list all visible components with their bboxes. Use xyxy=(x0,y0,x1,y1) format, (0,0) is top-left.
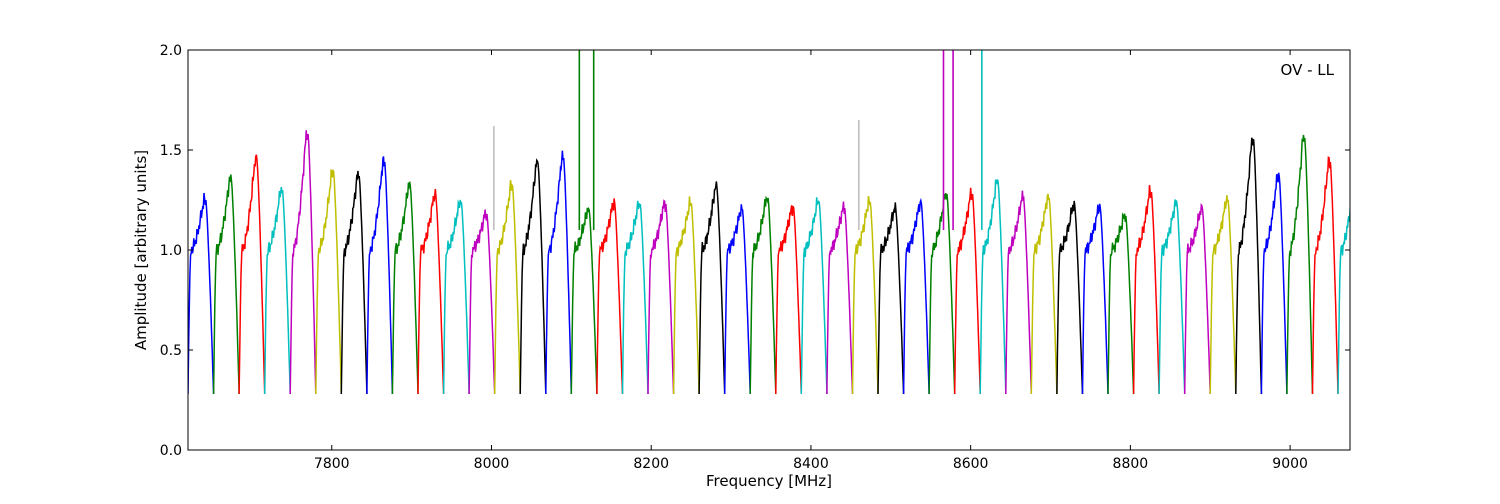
series-line xyxy=(826,201,854,395)
series-line xyxy=(442,199,470,395)
x-tick-label: 8400 xyxy=(793,456,829,472)
series-line xyxy=(596,198,624,395)
series-line xyxy=(519,158,547,395)
series-line xyxy=(545,150,573,395)
series-line xyxy=(1107,212,1135,395)
chart-annotation: OV - LL xyxy=(1281,61,1335,79)
series-line xyxy=(953,187,981,395)
x-axis-ticks: 7800 8000 8200 8400 8600 8800 9000 xyxy=(314,50,1308,472)
series-line xyxy=(212,174,240,395)
series-line xyxy=(647,199,675,395)
x-tick-label: 7800 xyxy=(314,456,350,472)
series-line xyxy=(1005,190,1033,395)
series-line xyxy=(188,192,215,395)
series-line xyxy=(315,168,343,395)
series-line xyxy=(289,130,317,395)
series-line xyxy=(621,200,649,395)
y-tick-label: 2.0 xyxy=(160,43,182,59)
series-line xyxy=(979,179,1007,395)
series-line xyxy=(570,206,598,395)
x-axis-label: Frequency [MHz] xyxy=(706,472,832,490)
series-line xyxy=(1209,195,1237,395)
series-line xyxy=(1132,184,1160,395)
series-line xyxy=(1311,156,1339,395)
series-line xyxy=(1183,203,1211,395)
series-line xyxy=(1260,172,1288,395)
y-axis-label: Amplitude [arbitrary units] xyxy=(132,150,150,350)
series-line xyxy=(238,154,266,395)
series-line xyxy=(672,196,700,395)
series-line xyxy=(391,181,419,395)
series-line xyxy=(698,181,726,395)
series-line xyxy=(366,156,394,395)
y-tick-label: 1.0 xyxy=(160,243,182,259)
y-axis-ticks: 0.0 0.5 1.0 1.5 2.0 xyxy=(160,43,1350,459)
x-tick-label: 8000 xyxy=(474,456,510,472)
series-line xyxy=(1158,199,1186,395)
series-layer xyxy=(188,50,1350,395)
x-tick-label: 9000 xyxy=(1272,456,1308,472)
x-tick-label: 8600 xyxy=(953,456,989,472)
series-line xyxy=(928,193,956,395)
series-line xyxy=(749,195,777,395)
series-line xyxy=(1056,200,1084,395)
series-line xyxy=(775,205,803,395)
series-line xyxy=(851,195,879,395)
series-line xyxy=(263,187,291,395)
series-line xyxy=(340,170,368,395)
series-line xyxy=(417,188,445,395)
series-line xyxy=(1337,203,1350,395)
series-line xyxy=(493,180,521,395)
series-line xyxy=(877,202,905,395)
series-line xyxy=(800,197,828,395)
series-line xyxy=(723,204,751,395)
series-line xyxy=(468,209,496,395)
series-line xyxy=(1286,134,1314,395)
x-tick-label: 8200 xyxy=(633,456,669,472)
y-tick-label: 1.5 xyxy=(160,143,182,159)
series-line xyxy=(902,197,930,395)
series-line xyxy=(1081,203,1109,395)
y-tick-label: 0.5 xyxy=(160,343,182,359)
x-tick-label: 8800 xyxy=(1113,456,1149,472)
y-tick-label: 0.0 xyxy=(160,443,182,459)
series-line xyxy=(1030,193,1058,395)
series-line xyxy=(1235,137,1263,395)
